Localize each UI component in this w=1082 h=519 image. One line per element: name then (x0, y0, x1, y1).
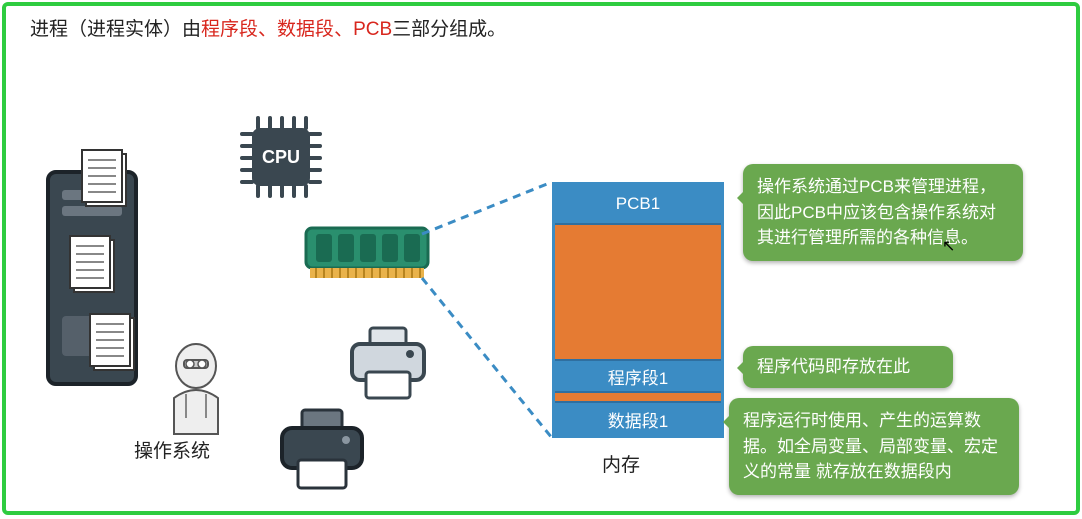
title-sep-2: 、 (334, 19, 353, 40)
memory-segment-prog: 程序段1 (555, 359, 721, 393)
memory-label: 内存 (602, 450, 640, 477)
title-sep-1: 、 (258, 19, 277, 40)
ram-icon (302, 222, 432, 291)
memory-gap (555, 393, 721, 401)
document-icon (64, 232, 124, 307)
memory-gap (555, 225, 721, 359)
cpu-icon: CPU (238, 114, 324, 205)
printer-icon (274, 406, 370, 499)
memory-block: PCB1 程序段1 数据段1 (552, 182, 724, 438)
cursor-icon: ↖ (942, 236, 955, 256)
document-icon (76, 146, 136, 221)
title-part-2: 数据段 (277, 19, 334, 40)
callout-pcb: 操作系统通过PCB来管理进程，因此PCB中应该包含操作系统对其进行管理所需的各种… (743, 164, 1023, 261)
memory-segment-pcb: PCB1 (555, 185, 721, 225)
document-icon (84, 310, 144, 385)
os-label: 操作系统 (134, 436, 210, 463)
slide-frame: 进程（进程实体）由程序段、数据段、PCB三部分组成。 CPU (2, 2, 1080, 515)
callout-data: 程序运行时使用、产生的运算数据。如全局变量、局部变量、宏定义的常量 就存放在数据… (729, 398, 1019, 495)
title-part-1: 程序段 (201, 19, 258, 40)
cpu-label: CPU (262, 147, 300, 167)
memory-segment-data: 数据段1 (555, 401, 721, 435)
title-part-3: PCB (353, 19, 392, 40)
printer-icon (344, 324, 432, 409)
title-pre: 进程（进程实体）由 (30, 19, 201, 40)
title-sentence: 进程（进程实体）由程序段、数据段、PCB三部分组成。 (30, 14, 506, 41)
callout-prog: 程序代码即存放在此 (743, 346, 953, 388)
title-post: 三部分组成。 (392, 19, 506, 40)
user-icon (156, 338, 236, 443)
